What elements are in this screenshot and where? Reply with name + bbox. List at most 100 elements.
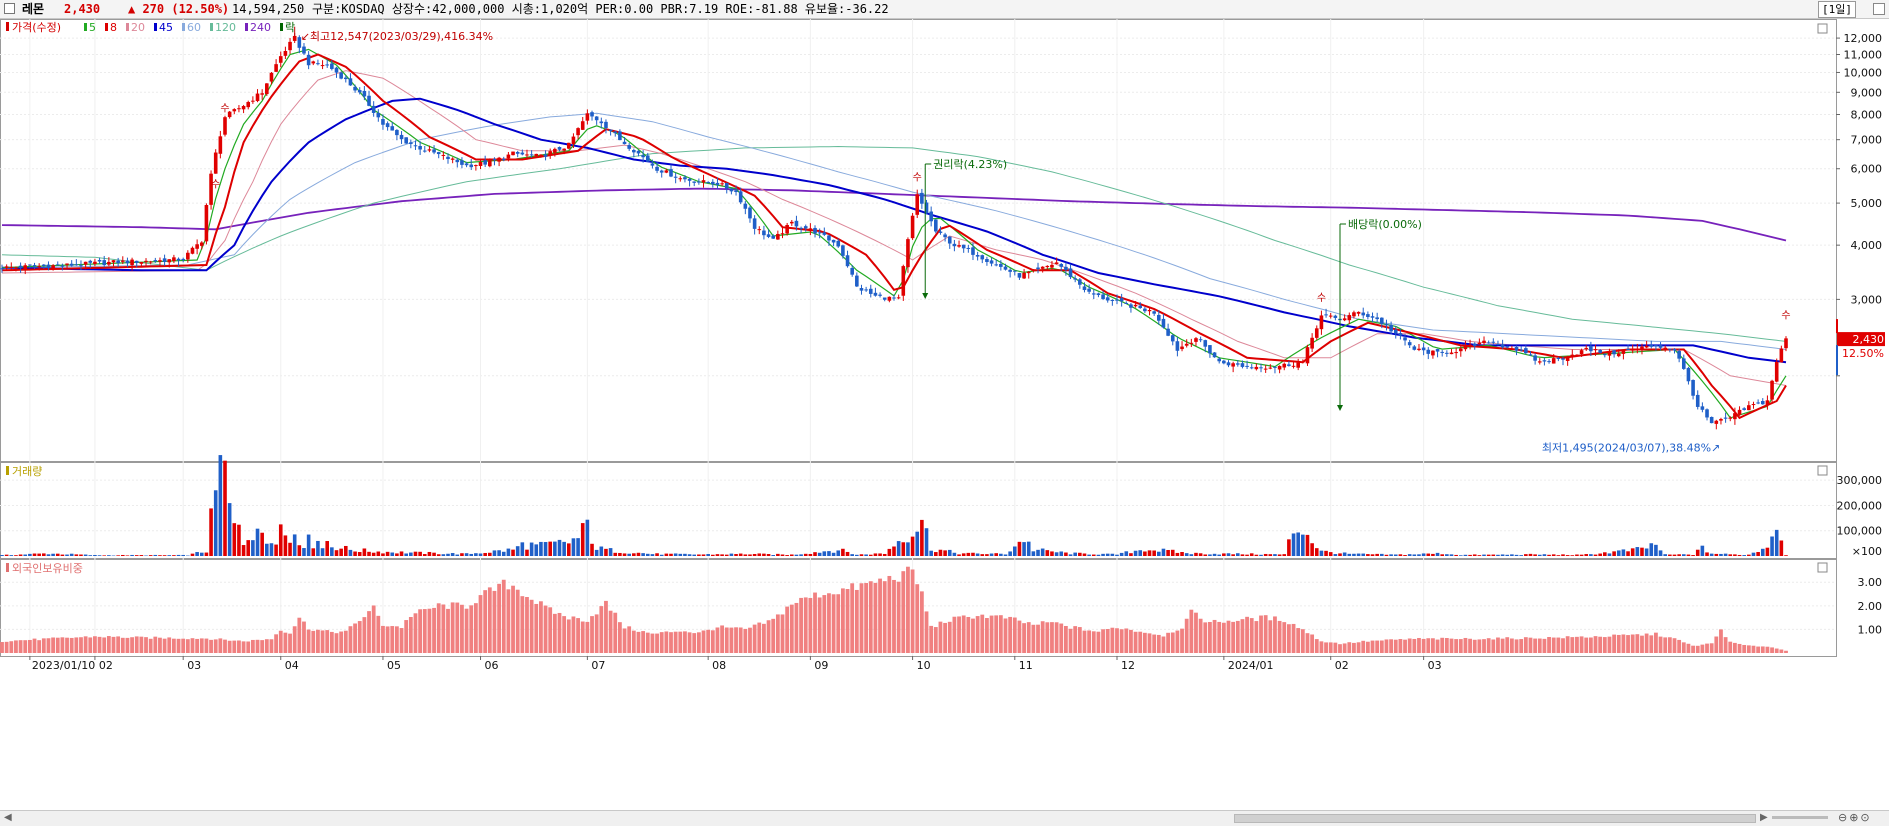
price-tick-label: 3,000: [1851, 293, 1883, 306]
low-annotation: 최저1,495(2024/03/07),38.48%↗: [1542, 442, 1720, 455]
volume-bar: [906, 542, 910, 556]
foreign-bar: [41, 638, 46, 653]
select-checkbox[interactable]: [4, 3, 15, 14]
volume-bar: [789, 554, 794, 556]
candle-body: [650, 163, 655, 166]
zoom-icons[interactable]: ⊖⊕⊙: [1838, 811, 1872, 824]
foreign-bar: [441, 604, 446, 653]
candle-body: [571, 136, 576, 145]
foreign-bar: [1635, 634, 1640, 653]
candle-body: [822, 232, 827, 235]
volume-bar: [246, 540, 251, 556]
volume-bar: [706, 554, 710, 556]
candle-body: [1412, 346, 1417, 350]
foreign-bar: [576, 618, 580, 653]
volume-bar: [896, 541, 901, 556]
horizontal-scrollbar[interactable]: ◀ ▶ ⊖⊕⊙: [0, 810, 1889, 826]
panel-frame-2: [0, 559, 1837, 657]
candle-body: [1003, 266, 1008, 270]
candle-body: [1705, 409, 1709, 418]
candle-body: [734, 190, 738, 193]
legend-swatch: [182, 23, 185, 31]
volume-bar: [1691, 555, 1695, 556]
candle-body: [827, 235, 831, 241]
signal-marker: 수: [211, 179, 220, 191]
volume-bar: [1668, 554, 1672, 556]
volume-bar: [1621, 549, 1626, 556]
foreign-bar: [1417, 637, 1421, 653]
foreign-bar: [1310, 634, 1315, 653]
candle-body: [260, 93, 264, 95]
candle-body: [1584, 347, 1589, 349]
panel-frame-1: [0, 462, 1837, 559]
volume-bar: [799, 554, 803, 556]
candle-body: [1723, 417, 1728, 419]
scroll-left-icon[interactable]: ◀: [4, 812, 12, 823]
volume-bar: [422, 554, 427, 556]
foreign-bar: [762, 623, 766, 653]
foreign-bar: [353, 623, 357, 653]
volume-bar: [325, 541, 330, 556]
volume-bar: [265, 543, 269, 556]
scroll-right-icon[interactable]: ▶: [1760, 812, 1768, 823]
foreign-bar: [1649, 635, 1654, 653]
foreign-bar: [255, 639, 260, 653]
foreign-tick-label: 3.00: [1858, 576, 1883, 589]
foreign-bar: [218, 638, 223, 653]
volume-bar: [399, 551, 404, 556]
foreign-bar: [241, 641, 246, 653]
candle-body: [622, 141, 627, 145]
foreign-bar: [1547, 636, 1551, 653]
candle-body: [1407, 342, 1412, 346]
volume-bar: [1096, 554, 1101, 556]
volume-bar: [571, 538, 576, 556]
volume-bar: [102, 555, 107, 556]
volume-bar: [1161, 548, 1166, 556]
volume-bar: [334, 550, 339, 556]
volume-bar: [311, 548, 316, 556]
zoom-slider[interactable]: [1772, 816, 1828, 819]
foreign-bar: [580, 621, 585, 653]
candle-body: [18, 265, 23, 269]
candle-body: [1333, 315, 1338, 318]
volume-bar: [1175, 552, 1180, 556]
candle-body: [1166, 328, 1170, 336]
foreign-bar: [460, 604, 464, 653]
volume-bar: [1342, 552, 1347, 556]
volume-bar: [1491, 554, 1496, 556]
period-selector[interactable]: [1일]: [1818, 1, 1856, 18]
foreign-bar: [316, 629, 320, 653]
maximize-icon[interactable]: [1873, 3, 1885, 15]
candle-body: [850, 267, 854, 275]
candle-body: [1245, 365, 1249, 367]
candle-body: [738, 191, 743, 203]
candle-body: [1194, 338, 1198, 342]
volume-bar: [645, 553, 650, 556]
volume-bar: [1524, 554, 1528, 556]
volume-bar: [1737, 554, 1742, 556]
foreign-bar: [1212, 619, 1217, 653]
candle-body: [817, 232, 822, 234]
foreign-bar: [176, 638, 181, 653]
volume-bar: [989, 553, 994, 556]
foreign-bar: [971, 618, 975, 653]
candle-body: [339, 72, 343, 79]
ma-120-line: [1, 145, 1787, 342]
candle-body: [1779, 348, 1784, 363]
dividend-annotation: 배당락(0.00%): [1348, 218, 1422, 231]
candle-body: [1421, 347, 1426, 351]
foreign-bar: [868, 581, 873, 653]
foreign-bar: [1746, 645, 1751, 653]
volume-bar: [641, 553, 645, 556]
candle-body: [116, 260, 120, 264]
foreign-bar: [1226, 620, 1231, 653]
volume-bar: [18, 554, 23, 556]
scroll-thumb[interactable]: [1234, 814, 1756, 823]
volume-bar: [223, 460, 227, 556]
foreign-bar: [1365, 641, 1370, 653]
candle-body: [167, 259, 172, 263]
volume-bar: [1324, 550, 1328, 556]
volume-bar: [1412, 554, 1417, 556]
foreign-bar: [1570, 637, 1575, 653]
volume-bar: [961, 553, 966, 556]
